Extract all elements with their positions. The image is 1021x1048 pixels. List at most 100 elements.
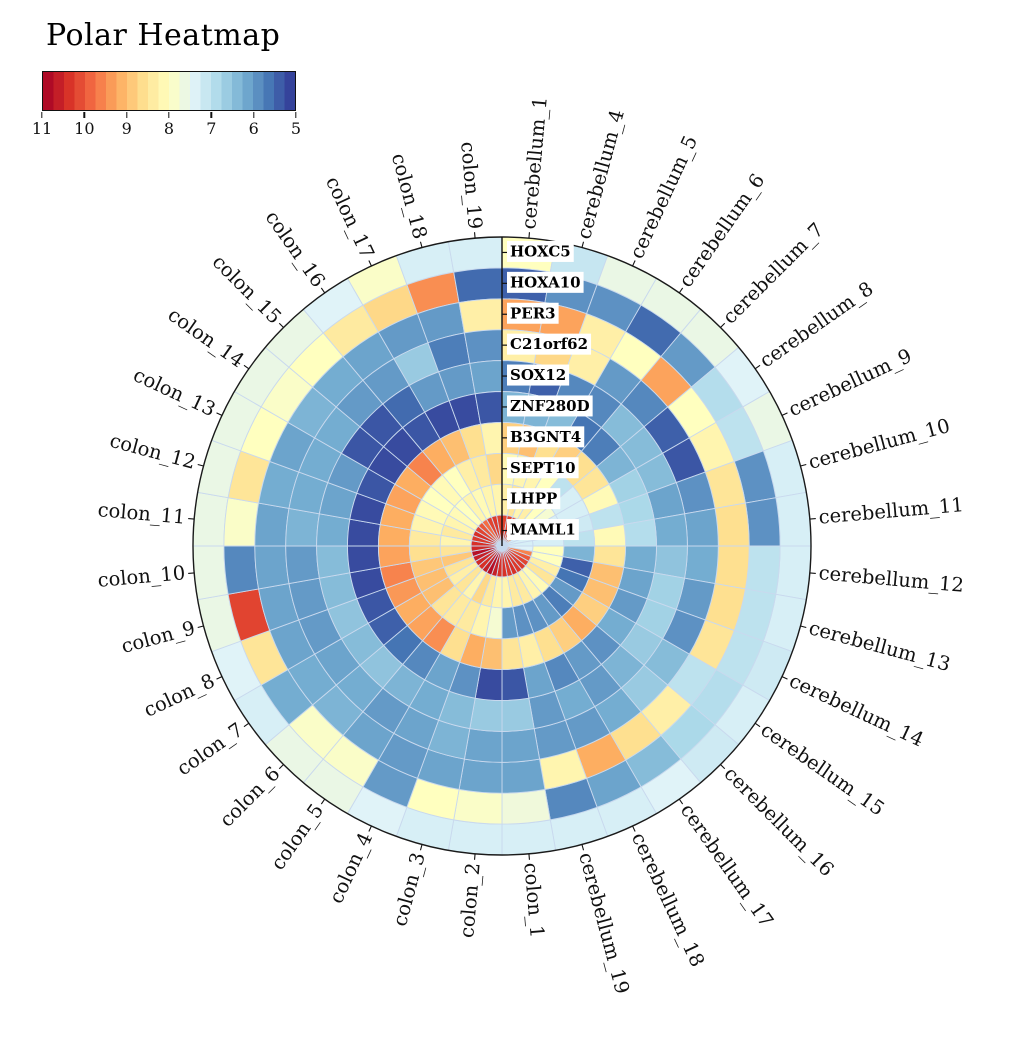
heatmap-cell bbox=[653, 513, 688, 547]
sample-label: cerebellum_4 bbox=[572, 107, 629, 241]
sample-label: colon_13 bbox=[130, 363, 219, 421]
sector-tick bbox=[528, 853, 531, 860]
sector-tick bbox=[216, 412, 223, 416]
sector-tick bbox=[632, 260, 636, 267]
heatmap-cell bbox=[775, 491, 812, 547]
sample-label: cerebellum_8 bbox=[755, 277, 877, 372]
heatmap-cell bbox=[684, 507, 719, 547]
sector-tick bbox=[754, 364, 761, 370]
heatmap-cell bbox=[463, 329, 503, 364]
gene-label: LHPP bbox=[510, 490, 557, 508]
heatmap-cell bbox=[447, 819, 503, 856]
sector-tick bbox=[720, 322, 726, 328]
sample-label: colon_2 bbox=[455, 862, 484, 939]
sector-tick bbox=[809, 572, 816, 575]
sector-tick bbox=[188, 572, 195, 575]
sector-tick bbox=[368, 260, 372, 267]
colorbar-tick-mark bbox=[210, 112, 213, 118]
sample-label: colon_17 bbox=[321, 173, 379, 262]
colorbar-tick-label: 9 bbox=[121, 119, 132, 138]
colorbar-tick-mark bbox=[41, 112, 43, 118]
heatmap-cell bbox=[285, 545, 320, 585]
heatmap-cell bbox=[254, 502, 290, 547]
sector-tick bbox=[197, 463, 204, 467]
heatmap-cell bbox=[714, 502, 750, 547]
gene-label: HOXC5 bbox=[510, 242, 571, 260]
sample-label: colon_11 bbox=[97, 498, 186, 529]
sample-label: cerebellum_11 bbox=[818, 493, 965, 529]
gene-label-background bbox=[507, 488, 561, 510]
figure-title: Polar Heatmap bbox=[46, 18, 281, 53]
colorbar-tick-mark bbox=[252, 112, 255, 118]
gene-label-background bbox=[507, 364, 570, 386]
gene-label-background bbox=[507, 271, 584, 293]
sector-tick bbox=[197, 625, 204, 629]
sector-tick bbox=[278, 764, 284, 770]
sector-tick bbox=[809, 517, 816, 520]
heatmap-cell bbox=[223, 545, 260, 595]
heatmap-cell bbox=[285, 507, 320, 547]
gene-label: SEPT10 bbox=[510, 459, 576, 477]
colorbar-tick-label: 10 bbox=[74, 119, 95, 138]
gene-label-background bbox=[507, 302, 559, 324]
heatmap-cell bbox=[458, 298, 503, 334]
sector-tick bbox=[781, 412, 788, 416]
sample-label: colon_19 bbox=[456, 141, 487, 230]
sector-tick bbox=[216, 676, 223, 680]
sample-label: cerebellum_19 bbox=[574, 850, 634, 996]
gene-label: SOX12 bbox=[510, 366, 566, 384]
gene-label-background bbox=[507, 519, 579, 541]
sample-label: colon_15 bbox=[208, 250, 286, 328]
heatmap-cell bbox=[453, 788, 503, 825]
sector-tick bbox=[188, 517, 195, 520]
heatmap-cell bbox=[775, 545, 812, 601]
sector-tick bbox=[473, 853, 476, 860]
sector-tick bbox=[800, 625, 807, 629]
heatmap-cell bbox=[501, 728, 541, 763]
colorbar-tick-label: 7 bbox=[206, 119, 217, 138]
sample-label: colon_1 bbox=[519, 862, 548, 939]
heatmap-cell bbox=[501, 819, 557, 856]
sample-label: colon_5 bbox=[266, 799, 328, 874]
sector-tick bbox=[473, 232, 476, 239]
sector-tick bbox=[678, 287, 684, 294]
sample-label: cerebellum_12 bbox=[818, 561, 965, 597]
heatmap-cell bbox=[192, 545, 229, 601]
colorbar-tick-mark bbox=[295, 112, 297, 118]
heatmap-cell bbox=[254, 545, 290, 590]
sample-label: cerebellum_14 bbox=[786, 669, 928, 751]
sample-label: cerebellum_7 bbox=[718, 218, 828, 328]
sample-label: cerebellum_5 bbox=[625, 132, 702, 262]
heatmap-cell bbox=[463, 728, 503, 763]
colorbar-gradient bbox=[42, 71, 296, 111]
sample-label: colon_8 bbox=[140, 669, 218, 722]
sector-tick bbox=[800, 463, 807, 467]
sector-tick bbox=[781, 676, 788, 680]
heatmap-cell bbox=[192, 491, 229, 547]
gene-label-background bbox=[507, 395, 593, 417]
heatmap-cell bbox=[458, 758, 503, 794]
gene-label-background bbox=[507, 333, 592, 355]
sample-label: cerebellum_1 bbox=[517, 96, 552, 231]
colorbar-tick-mark bbox=[168, 112, 170, 118]
heatmap-cell bbox=[453, 267, 503, 304]
sample-label: colon_4 bbox=[324, 829, 377, 907]
sample-label: colon_16 bbox=[261, 206, 330, 291]
sample-label: colon_18 bbox=[387, 151, 432, 242]
sector-tick bbox=[320, 287, 326, 294]
sector-tick bbox=[320, 798, 326, 805]
heatmap-cell bbox=[744, 545, 781, 595]
sector-tick bbox=[720, 764, 726, 770]
sector-tick bbox=[754, 722, 761, 728]
sample-label: cerebellum_10 bbox=[806, 414, 952, 474]
sample-label: colon_12 bbox=[107, 429, 198, 474]
gene-label: MAML1 bbox=[510, 521, 576, 539]
gene-label: C21orf62 bbox=[510, 335, 588, 353]
sample-label: colon_3 bbox=[388, 850, 430, 929]
heatmap-cell bbox=[469, 360, 503, 395]
colorbar-tick-mark bbox=[125, 112, 128, 118]
colorbar-tick-label: 8 bbox=[163, 119, 175, 138]
heatmap-cell bbox=[714, 545, 750, 590]
sample-label: cerebellum_6 bbox=[674, 169, 769, 291]
